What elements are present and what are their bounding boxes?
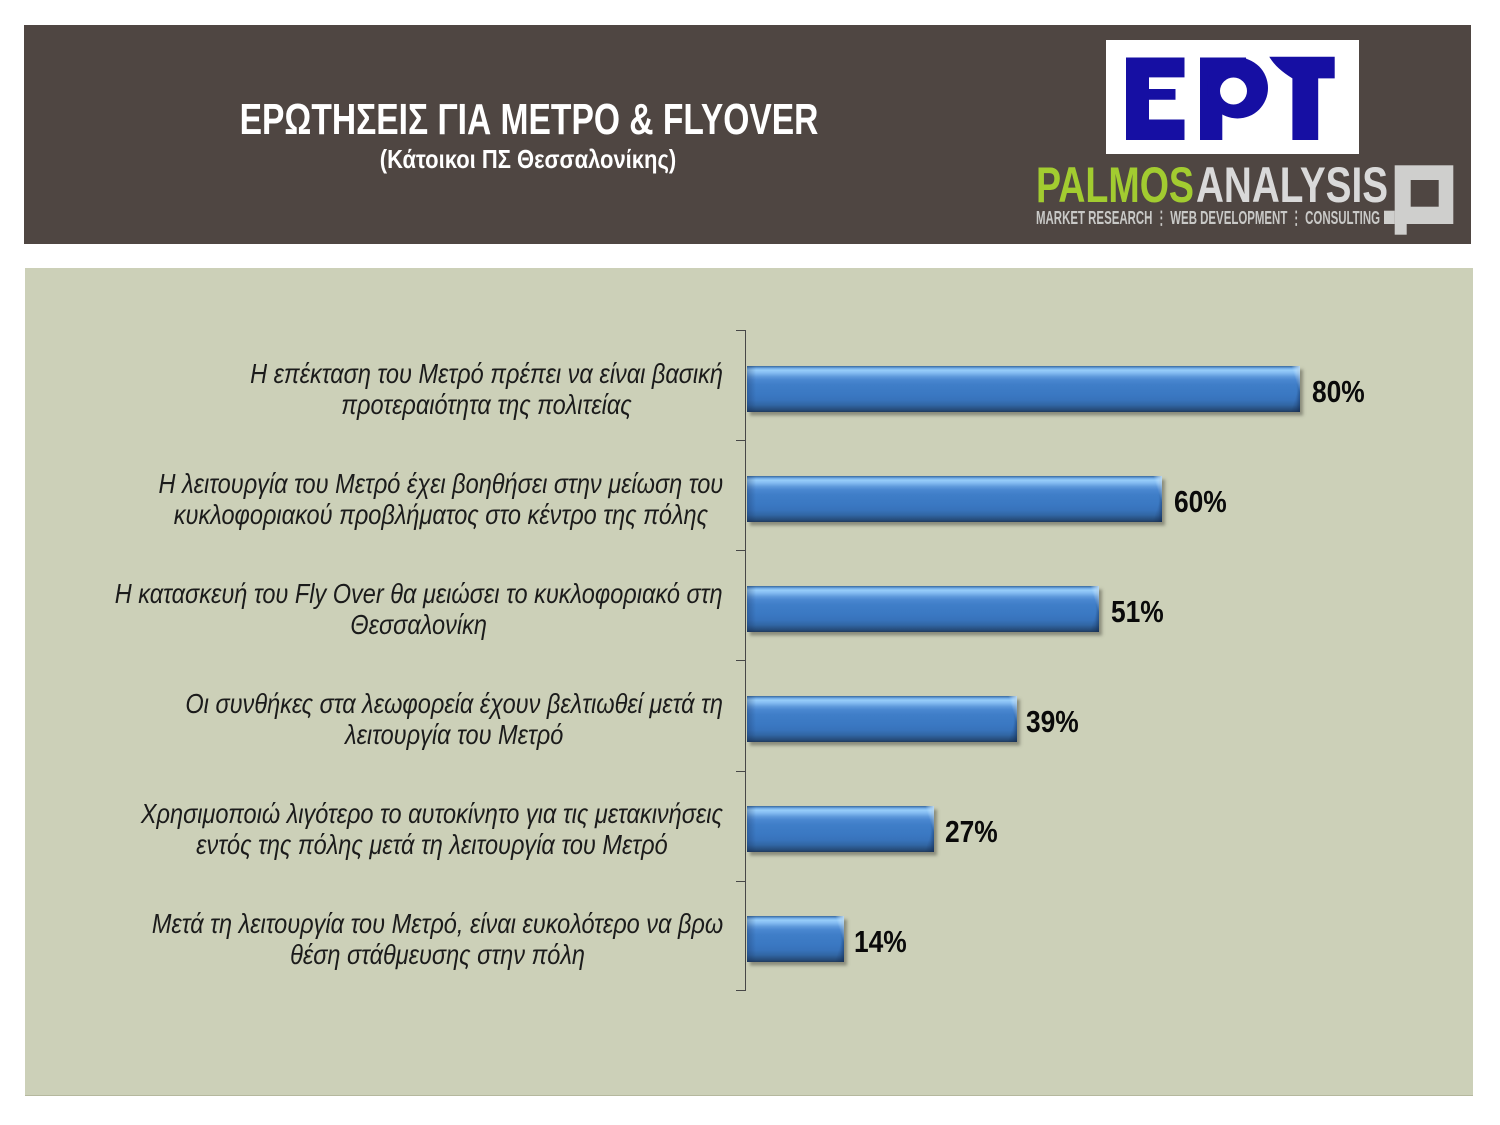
svg-text:MARKET RESEARCH ⋮ WEB DEVELOPM: MARKET RESEARCH ⋮ WEB DEVELOPMENT ⋮ CONS…: [1036, 208, 1380, 228]
svg-text:ANALYSIS: ANALYSIS: [1196, 158, 1388, 213]
svg-text:PALMOS: PALMOS: [1036, 158, 1194, 213]
